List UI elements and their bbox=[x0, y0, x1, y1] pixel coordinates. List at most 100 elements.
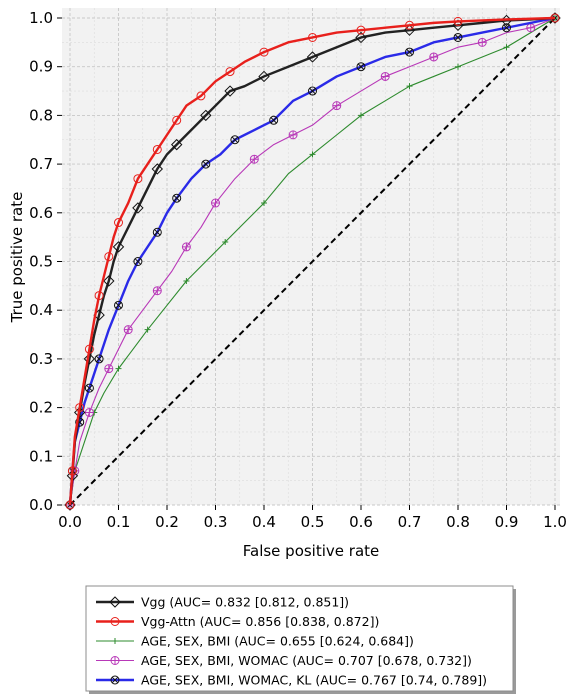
series-layer bbox=[64, 12, 561, 511]
data-point bbox=[112, 241, 125, 253]
data-point bbox=[453, 32, 463, 42]
marker-shape bbox=[231, 136, 239, 143]
data-point bbox=[104, 252, 114, 262]
marker-shape bbox=[112, 638, 118, 644]
y-axis-label: True positive rate bbox=[8, 192, 26, 324]
data-point bbox=[65, 500, 75, 510]
x-tick-label: 0.1 bbox=[107, 513, 131, 531]
data-point bbox=[201, 159, 211, 169]
data-point bbox=[200, 109, 212, 122]
data-point bbox=[358, 112, 364, 119]
marker-shape bbox=[269, 115, 279, 125]
y-tick-label: 0.1 bbox=[29, 447, 53, 465]
legend-label: AGE, SEX, BMI (AUC= 0.655 [0.624, 0.684]… bbox=[141, 634, 414, 649]
marker-shape bbox=[104, 364, 113, 373]
data-point bbox=[455, 63, 461, 70]
data-point bbox=[380, 71, 390, 81]
legend-entries: Vgg (AUC= 0.832 [0.812, 0.851]) Vgg-Attn … bbox=[96, 595, 487, 688]
data-point bbox=[356, 62, 366, 72]
marker-shape bbox=[144, 326, 151, 333]
marker-shape bbox=[115, 365, 122, 372]
marker-shape bbox=[381, 72, 390, 81]
marker-shape bbox=[308, 32, 317, 42]
data-point bbox=[211, 198, 220, 208]
data-point bbox=[288, 130, 298, 140]
marker-shape bbox=[95, 355, 103, 363]
marker-shape bbox=[250, 155, 259, 164]
marker-shape bbox=[258, 70, 270, 83]
marker-shape bbox=[134, 258, 142, 265]
marker-shape bbox=[357, 63, 365, 70]
data-point bbox=[133, 174, 143, 184]
marker-shape bbox=[173, 195, 180, 202]
marker-shape bbox=[103, 275, 115, 287]
data-point bbox=[67, 466, 77, 476]
data-point bbox=[222, 239, 229, 246]
marker-shape bbox=[183, 277, 190, 284]
y-tick-label: 0.7 bbox=[29, 155, 53, 173]
marker-shape bbox=[270, 117, 277, 124]
data-point bbox=[110, 675, 120, 685]
marker-shape bbox=[115, 302, 122, 309]
marker-shape bbox=[332, 101, 341, 110]
x-tick-label: 1.0 bbox=[543, 513, 567, 531]
marker-shape bbox=[133, 174, 143, 184]
data-point bbox=[109, 596, 121, 608]
data-point bbox=[172, 115, 182, 125]
x-tick-label: 0.8 bbox=[446, 513, 470, 531]
marker-shape bbox=[356, 62, 366, 72]
marker-shape bbox=[453, 16, 463, 26]
marker-shape bbox=[152, 144, 162, 154]
marker-shape bbox=[182, 242, 191, 251]
data-point bbox=[114, 300, 123, 310]
data-point bbox=[429, 52, 439, 62]
marker-shape bbox=[289, 130, 298, 139]
data-point bbox=[269, 115, 279, 125]
marker-shape bbox=[405, 47, 414, 57]
marker-shape bbox=[308, 86, 317, 96]
marker-shape bbox=[406, 83, 413, 90]
marker-shape bbox=[112, 241, 125, 253]
data-point bbox=[151, 163, 164, 175]
legend-label: AGE, SEX, BMI, WOMAC (AUC= 0.707 [0.678,… bbox=[141, 653, 472, 668]
marker-shape bbox=[202, 160, 209, 168]
data-point bbox=[112, 638, 118, 644]
marker-shape bbox=[200, 109, 212, 122]
marker-shape bbox=[152, 227, 162, 237]
data-point bbox=[115, 365, 122, 372]
y-tick-label: 0.5 bbox=[29, 253, 53, 271]
legend-box bbox=[85, 585, 514, 692]
marker-shape bbox=[550, 13, 560, 23]
y-tick-label: 1.0 bbox=[29, 9, 53, 27]
y-tick-label: 0.6 bbox=[29, 204, 53, 222]
marker-shape bbox=[86, 384, 93, 392]
data-point bbox=[110, 656, 120, 665]
data-point bbox=[110, 617, 120, 626]
data-point bbox=[249, 154, 259, 164]
data-point bbox=[261, 200, 267, 207]
marker-shape bbox=[455, 63, 461, 70]
marker-shape bbox=[201, 159, 211, 169]
x-tick-label: 0.0 bbox=[58, 513, 82, 531]
marker-shape bbox=[104, 252, 114, 262]
roc-series bbox=[64, 12, 561, 511]
data-point bbox=[258, 70, 270, 83]
x-tick-label: 0.4 bbox=[252, 513, 276, 531]
data-point bbox=[152, 286, 162, 296]
legend-entry: AGE, SEX, BMI, WOMAC, KL (AUC= 0.767 [0.… bbox=[96, 673, 487, 688]
series-line bbox=[68, 16, 556, 506]
marker-shape bbox=[502, 23, 511, 33]
marker-shape bbox=[111, 656, 119, 665]
y-tick-label: 0.8 bbox=[29, 106, 53, 124]
marker-shape bbox=[133, 257, 143, 266]
data-point bbox=[356, 25, 366, 35]
data-point bbox=[526, 23, 536, 33]
marker-shape bbox=[526, 23, 535, 32]
data-point bbox=[172, 193, 182, 203]
marker-shape bbox=[503, 24, 510, 31]
y-tick-label: 0.4 bbox=[29, 301, 53, 319]
data-point bbox=[259, 47, 269, 57]
series-line bbox=[68, 16, 556, 506]
data-point bbox=[84, 344, 94, 354]
data-point bbox=[83, 353, 96, 365]
